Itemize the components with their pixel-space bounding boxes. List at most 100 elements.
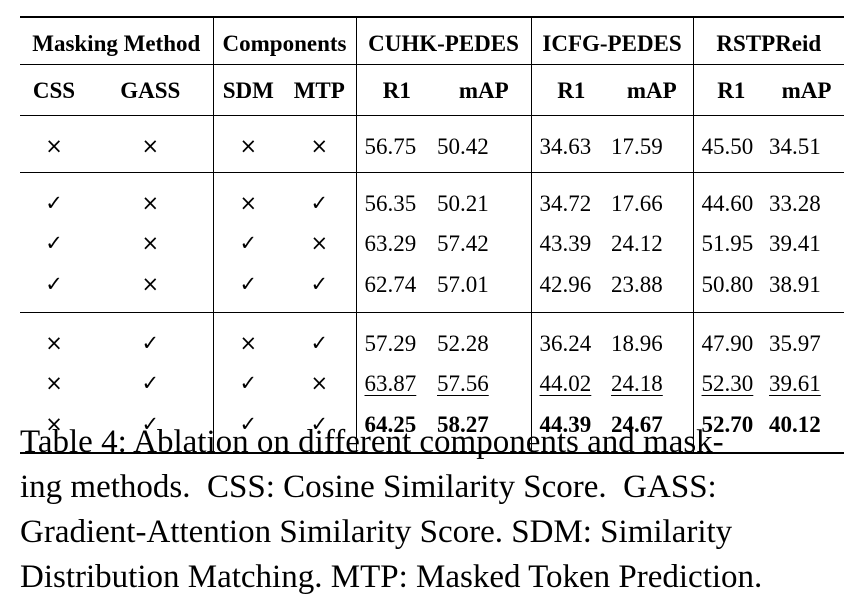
- rstp-map-cell: 33.28: [769, 190, 821, 216]
- rstp-map-cell: 38.91: [769, 264, 845, 313]
- cuhk-r1-cell-best: 64.25: [355, 404, 438, 454]
- mtp-cell: ✓: [283, 264, 357, 313]
- table-row: ✓ × × ✓ 56.35 50.21 34.72 17.66 44.60 33…: [20, 172, 844, 223]
- header-cuhk-r1: R1: [355, 64, 438, 116]
- cuhk-map-cell: 57.01: [437, 264, 532, 313]
- css-cell: ✓: [45, 231, 63, 255]
- mtp-cell: ×: [310, 231, 329, 255]
- caption-line: ing methods. CSS: Cosine Similarity Scor…: [20, 469, 717, 505]
- header-icfg-map: mAP: [611, 64, 694, 116]
- header-icfg-pedes: ICFG-PEDES: [530, 16, 694, 65]
- mtp-cell: ✓: [310, 190, 329, 215]
- rstp-r1-cell: 51.95: [692, 223, 770, 264]
- header-gass: GASS: [88, 64, 214, 116]
- table-caption: Table 4: Ablation on different component…: [20, 420, 844, 600]
- mtp-cell: ✓: [283, 404, 357, 454]
- group-header-row: Masking Method Components CUHK-PEDES ICF…: [20, 16, 845, 65]
- rstp-map-cell: 34.51: [769, 115, 845, 173]
- sdm-cell: ×: [212, 172, 284, 223]
- icfg-r1-cell: 36.24: [530, 312, 612, 363]
- cuhk-r1-cell: 63.29: [355, 223, 438, 264]
- header-mtp: MTP: [283, 64, 357, 116]
- icfg-r1-cell: 43.39: [530, 223, 612, 264]
- gass-cell: ×: [141, 231, 160, 255]
- rstp-map-cell-best: 40.12: [769, 404, 845, 454]
- sdm-cell: ✓: [212, 223, 284, 264]
- icfg-r1-cell: 34.72: [530, 172, 612, 223]
- rstp-r1-cell-second-best: 52.30: [701, 371, 754, 396]
- table-row: × ✓ ✓ ✓ 64.25 58.27 44.39 24.67 52.70 40…: [20, 404, 845, 454]
- css-cell: ✓: [20, 264, 88, 313]
- cuhk-r1-cell: 56.35: [355, 172, 438, 223]
- gass-cell: ✓: [141, 371, 160, 395]
- cuhk-map-cell: 52.28: [437, 330, 489, 356]
- header-sdm: SDM: [212, 64, 284, 116]
- gass-cell: ✓: [88, 404, 214, 454]
- cuhk-map-cell: 50.21: [437, 190, 489, 216]
- cuhk-map-cell: 50.42: [437, 115, 532, 173]
- gass-cell: ×: [88, 115, 214, 173]
- cuhk-map-cell-second-best: 57.56: [437, 371, 489, 396]
- icfg-map-cell: 24.12: [611, 231, 663, 256]
- cuhk-r1-cell-second-best: 63.87: [364, 371, 417, 396]
- gass-cell: ×: [141, 190, 160, 215]
- icfg-r1-cell: 42.96: [530, 264, 612, 313]
- caption-line: Distribution Matching. MTP: Masked Token…: [20, 559, 763, 595]
- cuhk-map-cell-best: 58.27: [437, 404, 532, 454]
- header-cuhk-map: mAP: [437, 64, 532, 116]
- header-css: CSS: [20, 64, 88, 116]
- mtp-cell: ✓: [310, 330, 329, 355]
- icfg-map-cell: 23.88: [611, 264, 694, 313]
- icfg-map-cell: 17.66: [611, 190, 663, 216]
- icfg-map-cell-second-best: 24.18: [611, 371, 663, 396]
- table-row: × × × × 56.75 50.42 34.63 17.59 45.50 34…: [20, 115, 845, 173]
- caption-line: Table 4: Ablation on different component…: [20, 424, 724, 460]
- table-row: ✓ × ✓ × 63.29 57.42 43.39 24.12 51.95 39…: [20, 223, 844, 264]
- header-cuhk-pedes: CUHK-PEDES: [355, 16, 532, 65]
- header-icfg-r1: R1: [530, 64, 612, 116]
- css-cell: ×: [45, 371, 63, 395]
- css-cell: ✓: [45, 190, 63, 215]
- icfg-r1-cell: 34.63: [530, 115, 612, 173]
- header-rstp-r1: R1: [692, 64, 770, 116]
- rstp-r1-cell: 47.90: [692, 312, 770, 363]
- rstp-r1-cell: 50.80: [692, 264, 770, 313]
- cuhk-map-cell: 57.42: [437, 231, 489, 256]
- sdm-cell: ✓: [212, 264, 284, 313]
- rstp-r1-cell: 44.60: [692, 172, 770, 223]
- mtp-cell: ×: [310, 371, 329, 395]
- gass-cell: ✓: [141, 330, 160, 355]
- ablation-table: Masking Method Components CUHK-PEDES ICF…: [20, 16, 845, 454]
- table-row: ✓ × ✓ ✓ 62.74 57.01 42.96 23.88 50.80 38…: [20, 264, 845, 313]
- icfg-map-cell: 18.96: [611, 330, 663, 356]
- css-cell: ×: [20, 115, 88, 173]
- mtp-cell: ×: [283, 115, 357, 173]
- header-components: Components: [212, 16, 357, 65]
- icfg-r1-cell-second-best: 44.02: [539, 371, 592, 396]
- css-cell: ×: [20, 404, 88, 454]
- header-masking-method: Masking Method: [20, 16, 214, 65]
- cuhk-r1-cell: 62.74: [355, 264, 438, 313]
- ablation-table-container: Masking Method Components CUHK-PEDES ICF…: [20, 16, 845, 454]
- rstp-map-cell: 35.97: [769, 330, 821, 356]
- gass-cell: ×: [88, 264, 214, 313]
- icfg-r1-cell-best: 44.39: [530, 404, 612, 454]
- icfg-map-cell: 17.59: [611, 115, 694, 173]
- css-cell: ×: [45, 330, 63, 355]
- cuhk-r1-cell: 56.75: [355, 115, 438, 173]
- sdm-cell: ✓: [212, 363, 284, 404]
- rstp-map-cell-second-best: 39.61: [769, 371, 821, 396]
- header-rstp-map: mAP: [769, 64, 845, 116]
- cuhk-r1-cell: 57.29: [355, 312, 438, 363]
- sdm-cell: ✓: [212, 404, 284, 454]
- table-row: × ✓ × ✓ 57.29 52.28 36.24 18.96 47.90 35…: [20, 312, 844, 363]
- header-rstpreid: RSTPReid: [692, 16, 845, 65]
- rstp-r1-cell: 45.50: [692, 115, 770, 173]
- sdm-cell: ×: [212, 312, 284, 363]
- table-row: × ✓ ✓ × 63.87 57.56 44.02 24.18 52.30 39…: [20, 363, 844, 404]
- sub-header-row: CSS GASS SDM MTP R1 mAP R1 mAP R1 mAP: [20, 64, 845, 116]
- icfg-map-cell-best: 24.67: [611, 404, 694, 454]
- sdm-cell: ×: [212, 115, 284, 173]
- rstp-map-cell: 39.41: [769, 231, 821, 256]
- rstp-r1-cell-best: 52.70: [692, 404, 770, 454]
